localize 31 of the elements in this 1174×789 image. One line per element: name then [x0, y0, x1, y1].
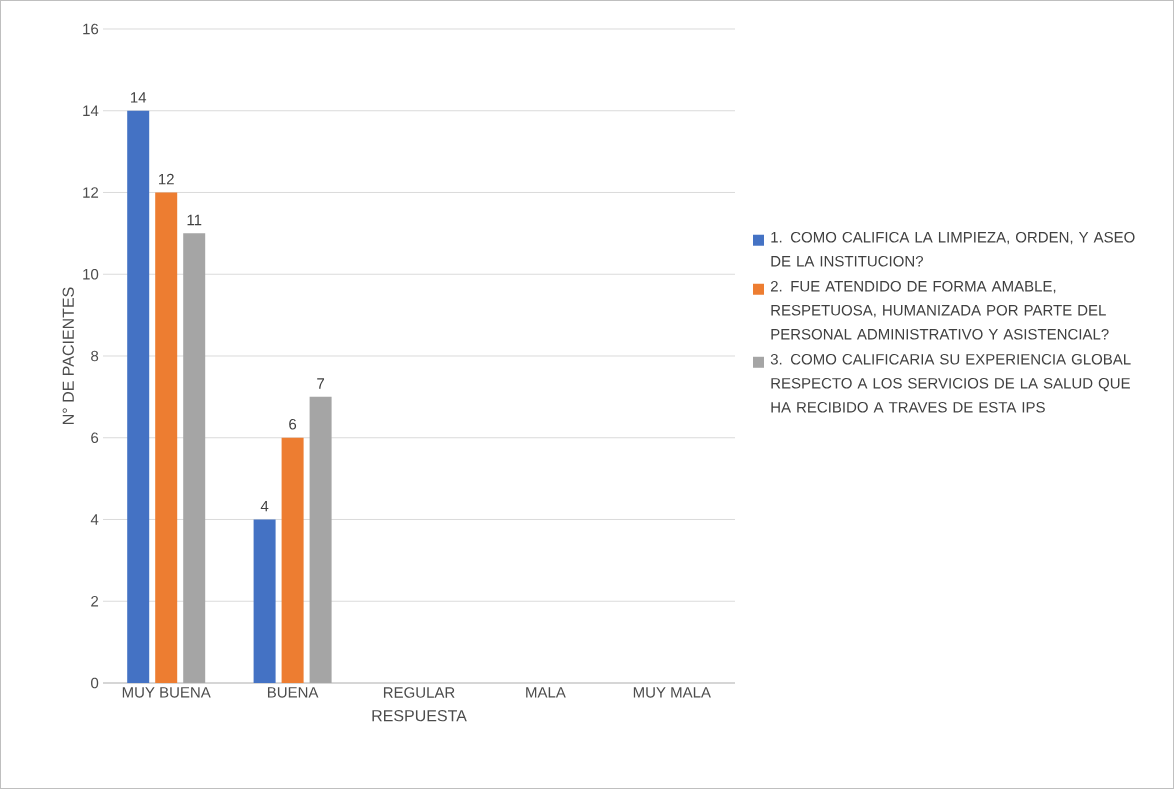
y-axis-title: N° DE PACIENTES	[62, 287, 74, 424]
data-label: 7	[317, 378, 325, 389]
bar	[183, 233, 206, 683]
legend-label: 2. FUE ATENDIDO DE FORMA AMABLE, RESPETUOSA, HUMANIZADA POR PARTE DEL PERSONAL ADMINISTRATIVO Y ASISTENCIAL?	[770, 280, 1109, 340]
y-tick-label: 16	[83, 23, 99, 35]
data-label: 14	[131, 92, 147, 103]
legend-label: 3. COMO CALIFICARIA SU EXPERIENCIA GLOBAL RESPECTO A LOS SERVICIOS DE LA SALUD QUE HA RECIBIDO A TRAVES DE ESTA IPS	[770, 353, 1131, 413]
x-axis-title: RESPUESTA	[372, 710, 467, 722]
x-tick-label: BUENA	[267, 687, 319, 698]
y-tick-label: 2	[91, 596, 99, 607]
x-tick-label: REGULAR	[383, 687, 455, 698]
data-label: 12	[159, 173, 174, 185]
y-tick-label: 10	[83, 268, 99, 280]
bar	[253, 519, 276, 683]
data-label: 4	[260, 500, 269, 512]
x-tick-label: MUY BUENA	[122, 687, 211, 698]
x-tick-label: MUY MALA	[633, 687, 711, 698]
y-tick-label: 4	[90, 514, 99, 525]
bar	[127, 110, 150, 683]
y-tick-label: 6	[91, 432, 99, 444]
bar	[309, 396, 332, 683]
legend-label: 1. COMO CALIFICA LA LIMPIEZA, ORDEN, Y ASEO DE LA INSTITUCION?	[771, 231, 1135, 267]
y-tick-label: 12	[83, 187, 99, 198]
x-tick-label: MALA	[526, 687, 566, 698]
y-tick-label: 0	[91, 677, 99, 689]
data-label: 11	[187, 214, 202, 226]
data-label: 6	[289, 418, 297, 430]
bar	[155, 192, 178, 683]
y-tick-label: 14	[83, 105, 99, 116]
y-tick-label: 8	[91, 350, 99, 362]
bar	[281, 437, 304, 683]
